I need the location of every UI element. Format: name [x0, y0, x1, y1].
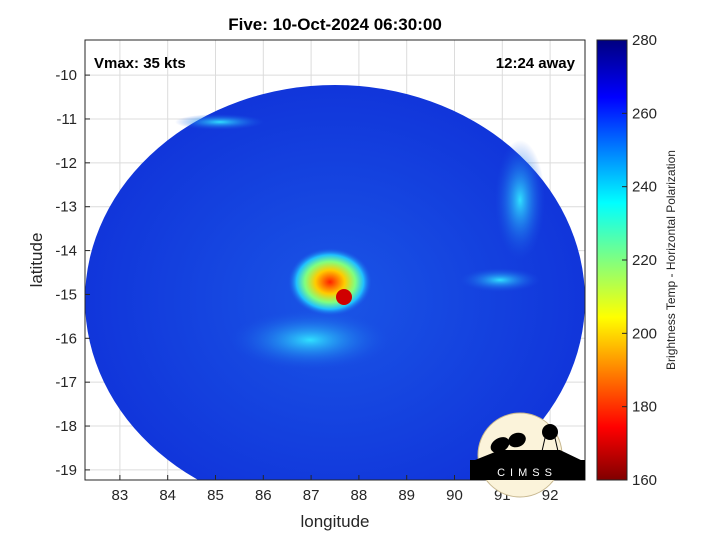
y-tick-label: -12 [55, 155, 77, 172]
colorbar-tick-label: 200 [632, 325, 657, 342]
x-tick-label: 85 [207, 487, 224, 504]
y-tick-label: -11 [56, 111, 77, 128]
y-tick-label: -15 [55, 286, 77, 303]
colorbar-tick-label: 160 [632, 472, 657, 489]
cimss-logo-text: CIMSS [497, 467, 557, 479]
y-ticks: -10 -11 -12 -13 -14 -15 -16 -17 -18 -19 [55, 67, 90, 479]
x-tick-label: 89 [398, 487, 415, 504]
colorbar-ticks: 160 180 200 220 240 260 280 [622, 32, 657, 489]
axes-box [84, 39, 586, 481]
x-tick-label: 88 [351, 487, 368, 504]
cimss-logo: CIMSS [470, 412, 585, 498]
storm-core [288, 248, 372, 316]
colorbar-tick-label: 180 [632, 399, 657, 416]
x-tick-label: 83 [112, 487, 129, 504]
colorbar-tick-label: 260 [632, 105, 657, 122]
x-axis-label: longitude [300, 512, 369, 531]
colorbar-tick-label: 280 [632, 32, 657, 49]
x-tick-label: 84 [159, 487, 176, 504]
brightness-temp-image [85, 85, 585, 480]
y-tick-label: -10 [55, 67, 77, 84]
distance-annotation: 12:24 away [496, 55, 576, 72]
rainband [230, 310, 390, 370]
vmax-annotation: Vmax: 35 kts [94, 55, 186, 72]
y-tick-label: -18 [55, 418, 77, 435]
y-tick-label: -14 [55, 243, 77, 260]
chart-title: Five: 10-Oct-2024 06:30:00 [228, 15, 442, 34]
y-tick-label: -19 [55, 462, 77, 479]
cloud-band [460, 268, 540, 292]
cloud-band [495, 140, 545, 260]
x-tick-label: 90 [446, 487, 463, 504]
y-tick-label: -17 [55, 374, 77, 391]
x-tick-label: 87 [303, 487, 320, 504]
y-axis-label: latitude [27, 233, 46, 288]
x-tick-label: 86 [255, 487, 272, 504]
x-tick-label: 92 [542, 487, 559, 504]
y-tick-label: -13 [55, 199, 77, 216]
storm-core-min [336, 289, 352, 305]
colorbar-tick-label: 240 [632, 179, 657, 196]
colorbar-tick-label: 220 [632, 252, 657, 269]
y-tick-label: -16 [55, 330, 77, 347]
cloud-band [175, 114, 265, 130]
colorbar-label: Brightness Temp - Horizontal Polarizatio… [664, 150, 678, 370]
